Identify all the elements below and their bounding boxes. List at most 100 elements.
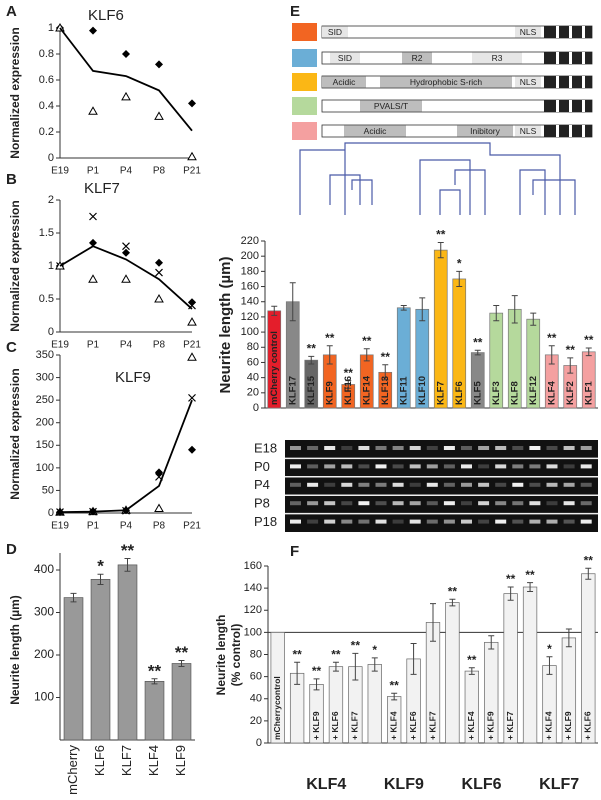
y-tick-label: 50 xyxy=(42,484,54,496)
x-tick-label: KLF14 xyxy=(361,375,372,405)
y-tick-label: 1 xyxy=(48,260,54,272)
domain-segment xyxy=(402,52,432,64)
panel-label: E xyxy=(290,3,300,20)
y-axis-label: Normalized expression xyxy=(8,27,22,158)
domain-segment xyxy=(515,76,541,88)
significance-label: ** xyxy=(148,661,162,680)
gel-band xyxy=(375,519,387,524)
cross-marker xyxy=(155,268,163,277)
domain-segment xyxy=(344,125,406,137)
gel-band xyxy=(580,519,592,524)
x-tick-label: + KLF7 xyxy=(505,711,515,740)
error-bar xyxy=(585,567,592,580)
y-tick-label: 120 xyxy=(244,604,262,616)
y-tick-label: 200 xyxy=(241,250,259,262)
significance-label: ** xyxy=(344,366,354,380)
error-bar xyxy=(294,661,301,685)
significance-label: ** xyxy=(312,664,322,678)
gel-band xyxy=(290,446,301,450)
significance-label: ** xyxy=(381,350,391,364)
significance-label: ** xyxy=(121,541,135,560)
y-tick-label: 100 xyxy=(36,462,54,474)
gel-band xyxy=(409,501,421,506)
gel-band xyxy=(375,482,387,487)
chart-title: KLF6 xyxy=(88,7,124,24)
significance-label: ** xyxy=(307,342,317,356)
x-tick-label: + KLF6 xyxy=(583,711,593,740)
y-tick-label: 100 xyxy=(241,326,259,338)
error-bar xyxy=(511,295,518,324)
family-color-key xyxy=(292,73,317,91)
error-bar xyxy=(527,582,534,592)
group-label: KLF9 xyxy=(384,776,424,793)
domain-label: Acidic xyxy=(333,77,356,87)
x-tick-label: P21 xyxy=(183,340,201,351)
y-tick-label: 140 xyxy=(244,582,262,594)
gel-band xyxy=(529,446,541,450)
x-tick-label: P21 xyxy=(183,521,201,532)
error-bar xyxy=(124,558,131,572)
triangle-marker xyxy=(187,352,197,361)
error-bar xyxy=(419,297,426,322)
bar xyxy=(117,564,138,741)
gel-band xyxy=(392,501,404,506)
domain-label: PVALS/T xyxy=(374,101,408,111)
dendrogram xyxy=(299,142,576,215)
zinc-finger-gap xyxy=(569,52,572,64)
bar xyxy=(171,663,192,741)
diamond-marker xyxy=(155,468,163,477)
zinc-finger-gap xyxy=(569,26,572,38)
significance-label: * xyxy=(547,642,552,656)
gel-band xyxy=(358,482,370,487)
gel-band xyxy=(461,501,472,506)
error-bar xyxy=(430,603,436,642)
error-bar xyxy=(178,660,185,667)
zinc-finger-gap xyxy=(556,76,559,88)
x-tick-label: + KLF7 xyxy=(427,711,437,740)
domain-label: Inibitory xyxy=(470,126,501,136)
domain-segment xyxy=(457,125,513,137)
error-bar xyxy=(565,628,572,648)
error-bar xyxy=(546,656,553,675)
y-tick-label: 160 xyxy=(244,560,262,572)
gel-band xyxy=(392,446,404,450)
error-bar xyxy=(391,692,398,701)
gel-band xyxy=(529,482,541,487)
gel-row-label: P18 xyxy=(254,514,277,529)
x-tick-label: KLF13 xyxy=(380,376,391,405)
error-bar xyxy=(456,270,463,288)
y-tick-label: 20 xyxy=(247,387,259,399)
bar xyxy=(90,578,111,741)
y-tick-label: 2 xyxy=(48,194,54,206)
x-tick-label: + KLF4 xyxy=(466,711,476,740)
gel-band xyxy=(563,464,575,469)
gel-band xyxy=(512,501,524,506)
error-bar xyxy=(410,642,417,675)
gel-band xyxy=(290,519,301,524)
x-tick-label: KLF12 xyxy=(528,376,539,405)
y-axis-label: Normalized expression xyxy=(8,200,22,331)
gel-band xyxy=(358,446,370,450)
gel-band xyxy=(341,519,353,524)
y-tick-label: 220 xyxy=(241,235,259,247)
y-tick-label: 0.4 xyxy=(39,100,54,112)
x-tick-label: E19 xyxy=(51,521,69,532)
gel-band xyxy=(307,464,319,469)
bar xyxy=(522,586,538,744)
gel-band xyxy=(409,446,421,450)
x-tick-label: KLF9 xyxy=(173,745,188,776)
bar xyxy=(445,602,460,744)
error-bar xyxy=(400,305,407,311)
x-tick-label: mCherrycontrol xyxy=(272,676,282,740)
line xyxy=(59,399,193,513)
bar xyxy=(63,597,84,741)
y-tick-label: 0 xyxy=(253,402,259,414)
error-bar xyxy=(70,592,77,603)
gel-band xyxy=(392,464,404,469)
gel-band xyxy=(324,446,336,450)
gel-background xyxy=(285,440,598,532)
y-tick-label: 0.2 xyxy=(39,126,54,138)
y-tick-label: 150 xyxy=(36,439,54,451)
y-tick-label: 180 xyxy=(241,265,259,277)
